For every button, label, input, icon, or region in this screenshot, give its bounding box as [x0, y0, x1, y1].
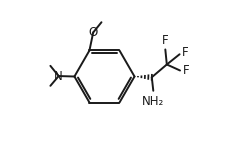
- Text: F: F: [183, 64, 189, 77]
- Text: N: N: [54, 70, 63, 83]
- Text: F: F: [162, 34, 169, 47]
- Text: methoxy: methoxy: [105, 17, 135, 22]
- Text: O: O: [89, 26, 98, 39]
- Text: NH₂: NH₂: [142, 95, 164, 108]
- Text: F: F: [182, 46, 189, 59]
